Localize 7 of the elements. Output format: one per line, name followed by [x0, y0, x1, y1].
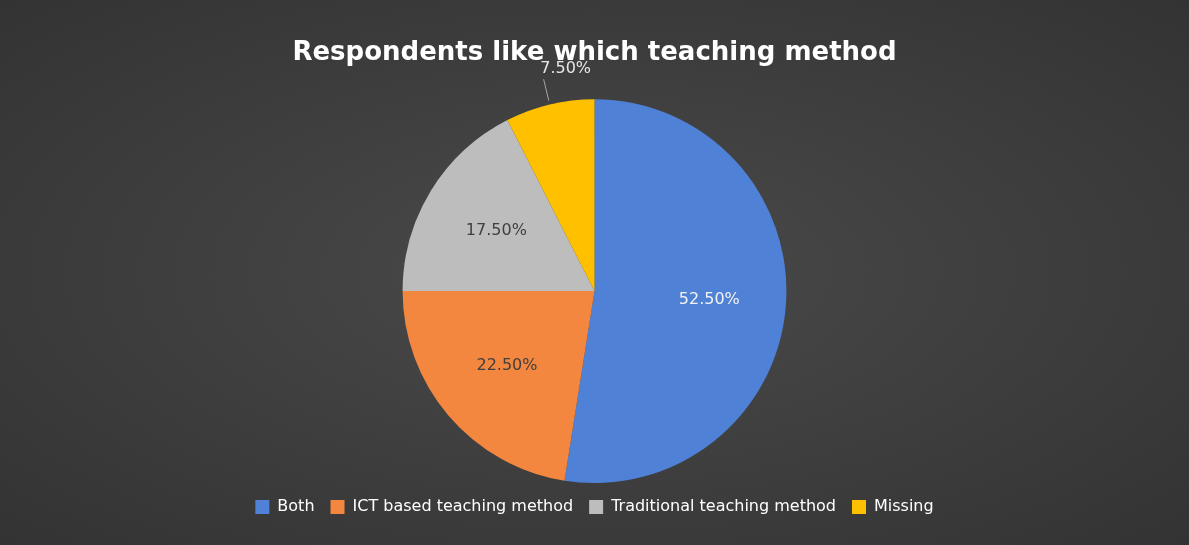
legend-label: Missing	[874, 496, 934, 516]
legend-label: Traditional teaching method	[610, 496, 836, 516]
legend-label: Both	[277, 496, 315, 516]
data-label: 52.50%	[678, 289, 740, 309]
legend-label: ICT based teaching method	[352, 496, 574, 516]
data-label: 17.50%	[465, 220, 527, 240]
data-label: 22.50%	[476, 355, 538, 375]
